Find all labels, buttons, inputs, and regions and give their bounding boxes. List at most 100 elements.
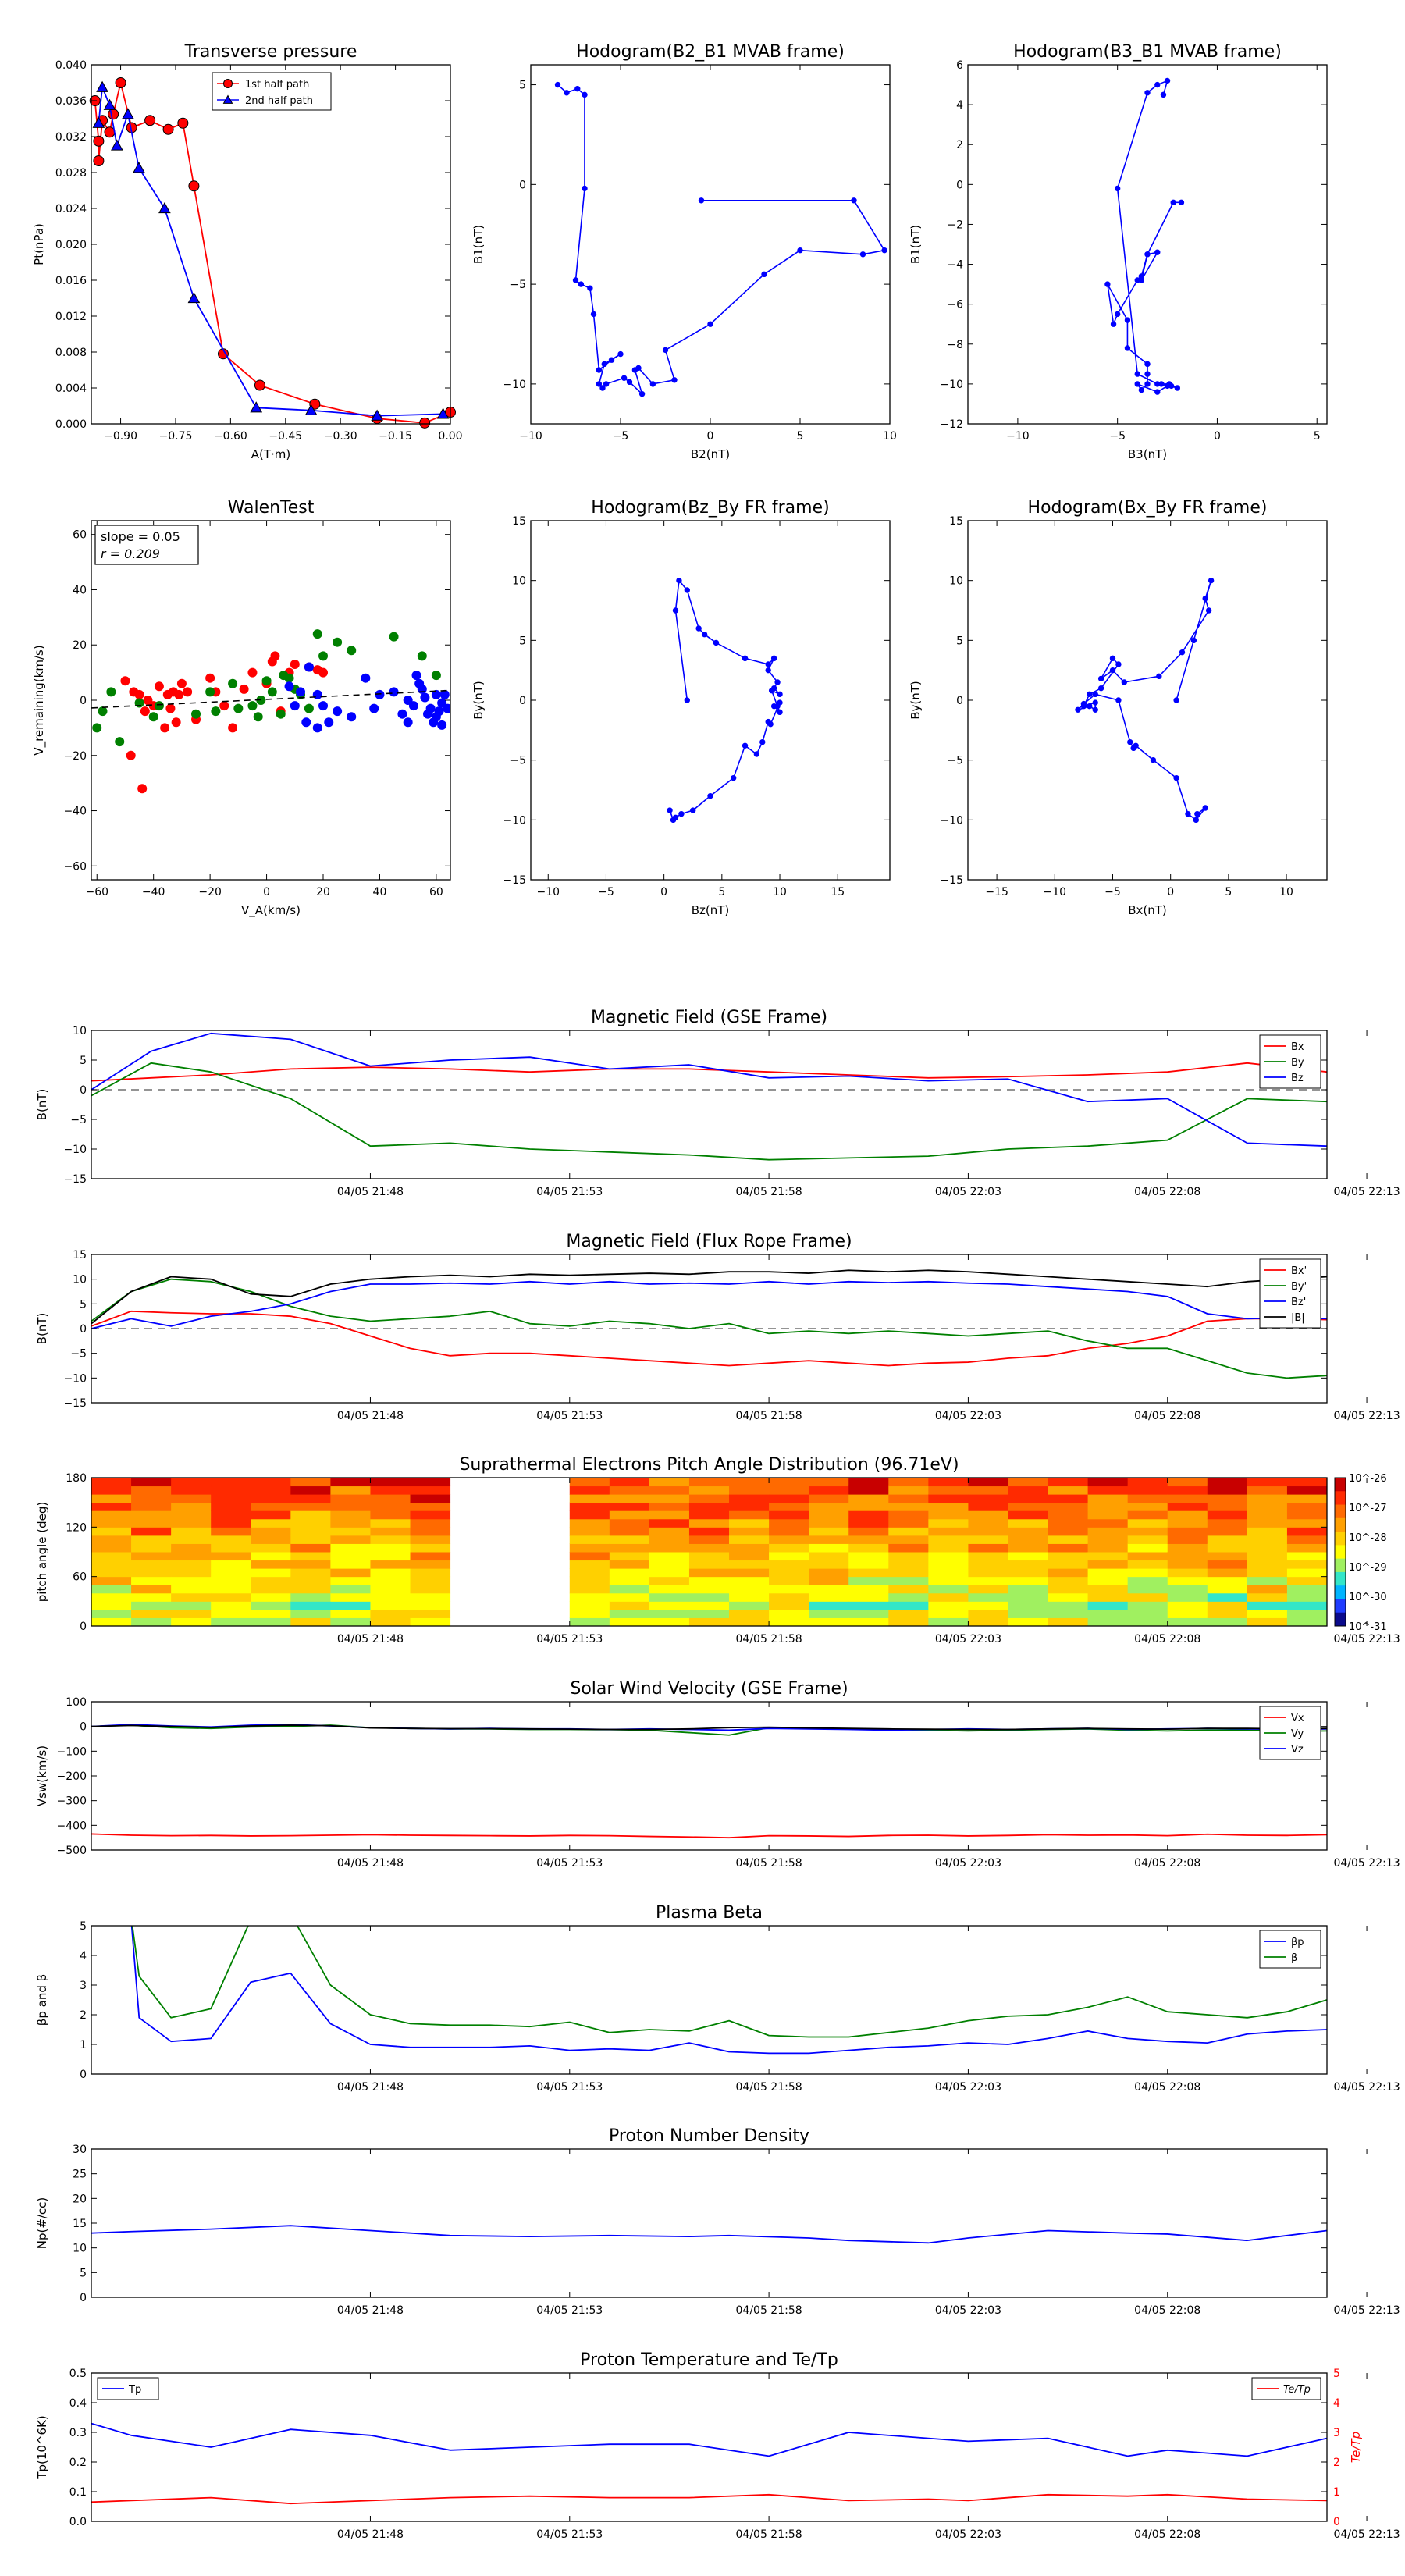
heatmap-cell	[1286, 1518, 1328, 1528]
heatmap-cell	[410, 1568, 451, 1578]
heatmap-cell	[609, 1601, 650, 1610]
heatmap-cell	[729, 1585, 770, 1594]
data-point	[403, 717, 413, 728]
data-point	[318, 701, 329, 711]
heatmap-cell	[1286, 1592, 1328, 1602]
heatmap-cell	[410, 1601, 451, 1610]
heatmap-cell	[1207, 1576, 1248, 1585]
heatmap-cell	[1127, 1485, 1168, 1495]
heatmap-cell	[1048, 1543, 1089, 1553]
data-point	[765, 661, 771, 667]
heatmap-cell	[330, 1552, 371, 1561]
heatmap-cell	[91, 1494, 132, 1503]
heatmap-cell	[91, 1485, 132, 1495]
heatmap-cell	[569, 1502, 610, 1511]
x-tick-label: 5	[718, 886, 725, 898]
y-tick-label: 5	[519, 635, 526, 647]
heatmap-cell	[330, 1609, 371, 1618]
y-tick-label: 60	[73, 529, 87, 542]
data-point	[253, 712, 263, 722]
data-point	[1075, 706, 1081, 713]
heatmap-cell	[91, 1543, 132, 1553]
legend-label: Bz'	[1291, 1297, 1306, 1308]
heatmap-cell	[1087, 1552, 1129, 1561]
data-point	[137, 784, 148, 794]
heatmap-cell	[290, 1592, 331, 1602]
heatmap-cell	[211, 1568, 251, 1578]
series-line	[94, 82, 450, 424]
heatmap-cell	[410, 1617, 451, 1627]
y-tick-label: −300	[57, 1795, 87, 1808]
heatmap-cell	[888, 1543, 929, 1553]
x-axis-label: B2(nT)	[691, 447, 730, 461]
data-point	[233, 703, 244, 713]
series-line-Np	[91, 2225, 1327, 2244]
data-point	[1114, 311, 1121, 318]
y-tick-label: −2	[947, 219, 963, 231]
series-line-By'	[91, 1278, 1327, 1379]
legend-label: By	[1291, 1057, 1304, 1069]
y-axis-label: By(nT)	[909, 681, 923, 720]
pad-frame	[91, 1477, 1328, 1627]
data-point	[369, 703, 379, 713]
heatmap-cell	[1087, 1485, 1129, 1495]
colorbar-segment	[1335, 1545, 1346, 1560]
y-tick-label: 0	[519, 179, 526, 191]
data-point	[1144, 381, 1151, 387]
time-tick-label: 04/05 21:48	[337, 2528, 404, 2541]
y-tick-label: 1	[80, 2039, 87, 2051]
heatmap-cell	[290, 1609, 331, 1618]
heatmap-cell	[1167, 1527, 1208, 1536]
data-point	[423, 709, 433, 719]
colorbar-label: 10^-28	[1349, 1532, 1387, 1544]
colorbar-segment	[1335, 1532, 1346, 1546]
data-point	[1173, 774, 1179, 781]
heatmap-cell	[1008, 1585, 1049, 1594]
y-tick-label: −100	[57, 1745, 87, 1758]
heatmap-cell	[131, 1543, 172, 1553]
time-tick-label: 04/05 21:53	[536, 2304, 603, 2317]
y-tick-label: 10	[73, 2243, 87, 2255]
legend-label: 2nd half path	[245, 95, 313, 107]
heatmap-cell	[609, 1560, 650, 1569]
y-tick-label: 0.016	[55, 275, 87, 287]
data-point	[707, 321, 713, 327]
data-point	[1114, 185, 1121, 192]
data-point	[431, 689, 441, 699]
heatmap-cell	[688, 1609, 730, 1618]
tp-frame	[91, 2372, 1328, 2522]
y-tick-label: 0.040	[55, 59, 87, 72]
heatmap-cell	[1207, 1585, 1248, 1594]
heatmap-cell	[688, 1592, 730, 1602]
y-tick-label: −12	[940, 418, 963, 431]
y-tick-label: 0.000	[55, 418, 87, 431]
data-point	[701, 631, 708, 638]
heatmap-cell	[171, 1585, 212, 1594]
chart-title: WalenTest	[228, 498, 315, 518]
data-point	[1194, 810, 1200, 817]
heatmap-cell	[171, 1478, 212, 1487]
heatmap-cell	[1048, 1527, 1089, 1536]
data-point	[1092, 699, 1098, 706]
heatmap-cell	[1048, 1502, 1089, 1511]
heatmap-cell	[688, 1576, 730, 1585]
time-tick-label: 04/05 21:58	[736, 2081, 802, 2094]
heatmap-cell	[888, 1478, 929, 1487]
data-point	[191, 709, 201, 719]
heatmap-cell	[809, 1543, 849, 1553]
heatmap-cell	[171, 1527, 212, 1536]
heatmap-cell	[330, 1601, 371, 1610]
heatmap-cell	[1167, 1560, 1208, 1569]
heatmap-cell	[649, 1552, 690, 1561]
heatmap-cell	[1167, 1552, 1208, 1561]
series-line-βp	[130, 1926, 1327, 2055]
colorbar-label: 10^-26	[1349, 1473, 1387, 1485]
data-point	[590, 311, 597, 318]
heatmap-cell	[848, 1527, 889, 1536]
heatmap-cell	[1247, 1609, 1288, 1618]
heatmap-cell	[1127, 1494, 1168, 1503]
heatmap-cell	[729, 1518, 770, 1528]
data-point	[574, 85, 581, 92]
legend-box	[1259, 1930, 1321, 1969]
heatmap-cell	[290, 1527, 331, 1536]
